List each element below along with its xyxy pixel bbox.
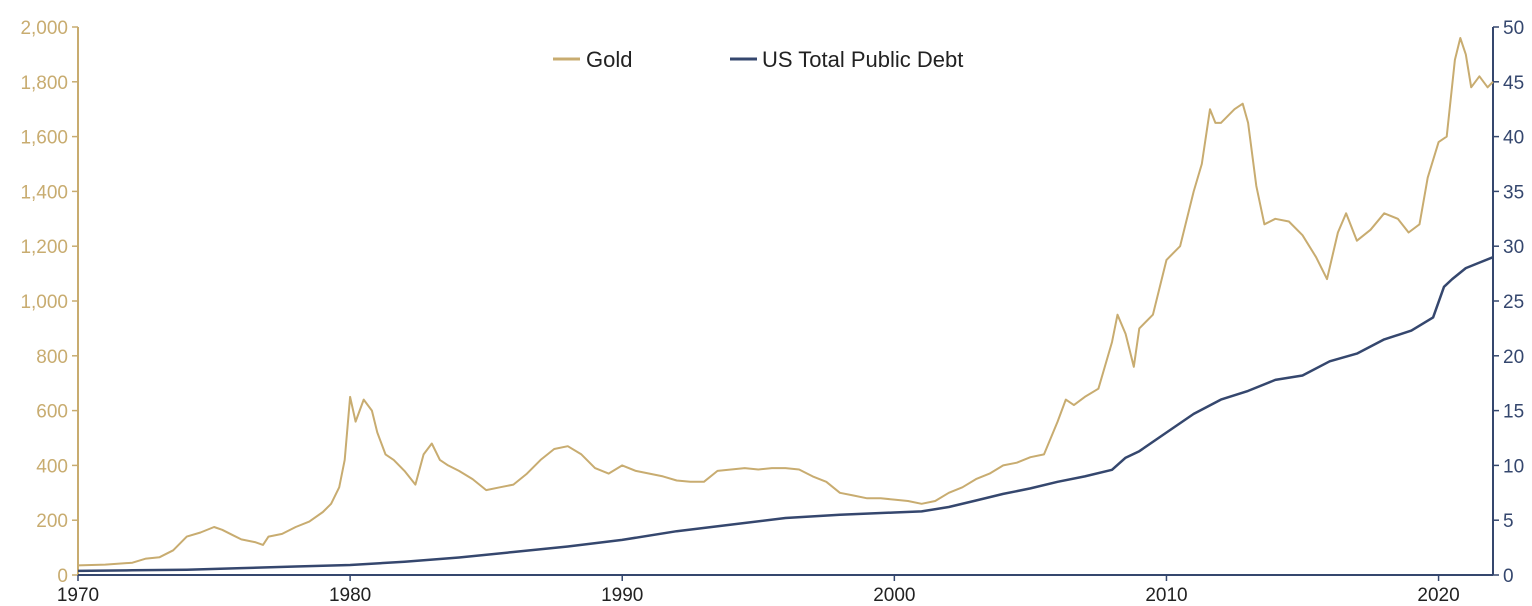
left-axis-tick-label: 1,400	[20, 182, 68, 203]
left-axis-tick-label: 200	[36, 511, 68, 532]
legend: Gold US Total Public Debt	[553, 47, 963, 72]
left-axis-tick-label: 1,000	[20, 292, 68, 313]
right-axis-tick-label: 25	[1503, 292, 1524, 313]
left-axis-tick-label: 1,800	[20, 73, 68, 94]
left-axis-tick-label: 2,000	[20, 18, 68, 39]
right-axis-tick-label: 5	[1503, 511, 1514, 532]
x-axis-tick-label: 2000	[873, 585, 915, 606]
right-axis-tick-label: 35	[1503, 182, 1524, 203]
left-axis: 0 200 400 600 800 1,000 1,200 1,400 1,600 1,800 2,…	[20, 18, 79, 587]
left-axis-tick-label: 800	[36, 347, 68, 368]
series-line-us-total-public-debt	[77, 256, 1494, 573]
x-axis: 1970 1980 1990 2000 2010 2020	[57, 574, 1493, 606]
right-axis-tick-label: 45	[1503, 73, 1524, 94]
right-axis-tick-label: 30	[1503, 237, 1524, 258]
right-axis-tick-label: 15	[1503, 402, 1524, 423]
plot-area	[77, 37, 1494, 573]
right-axis-tick-label: 20	[1503, 347, 1524, 368]
right-axis-tick-label: 40	[1503, 128, 1524, 149]
left-axis-tick-label: 0	[57, 566, 68, 587]
left-axis-tick-label: 600	[36, 402, 68, 423]
series-line-gold	[77, 37, 1494, 567]
legend-label-debt: US Total Public Debt	[762, 47, 963, 72]
x-axis-tick-label: 1990	[601, 585, 643, 606]
x-axis-tick-label: 2020	[1417, 585, 1459, 606]
right-axis-tick-label: 0	[1503, 566, 1514, 587]
right-axis-tick-label: 10	[1503, 456, 1524, 477]
x-axis-tick-label: 2010	[1145, 585, 1187, 606]
legend-label-gold: Gold	[586, 47, 632, 72]
x-axis-tick-label: 1980	[329, 585, 371, 606]
left-axis-tick-label: 1,600	[20, 128, 68, 149]
x-axis-tick-label: 1970	[57, 585, 99, 606]
left-axis-tick-label: 400	[36, 456, 68, 477]
left-axis-tick-label: 1,200	[20, 237, 68, 258]
right-axis-tick-label: 50	[1503, 18, 1524, 39]
right-axis: 0 5 10 15 20 25 30 35 40 45 50	[1492, 18, 1524, 587]
